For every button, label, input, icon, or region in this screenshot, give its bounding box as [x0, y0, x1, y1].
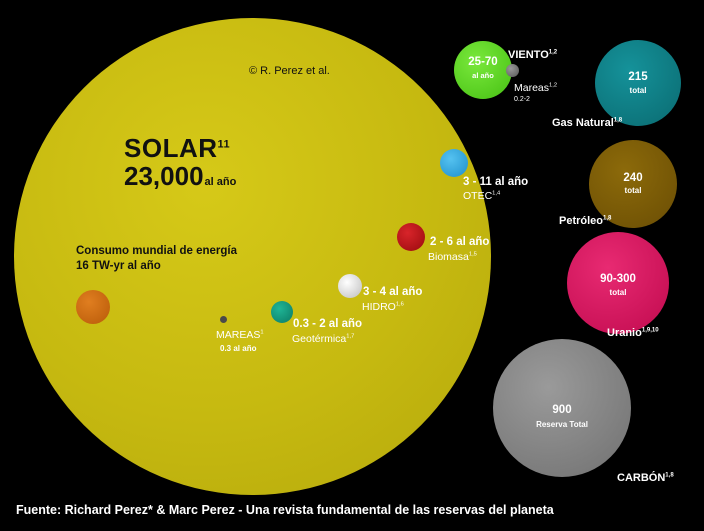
carbon-sup: 1,8 [665, 472, 674, 479]
gas-name: Gas Natural1,8 [552, 117, 622, 129]
solar-title-text: SOLAR [124, 133, 218, 163]
geotermica-sup: 1,7 [346, 333, 355, 340]
otec-range: 3 - 11 al año [463, 176, 529, 188]
petroleo-sup: 1,8 [603, 215, 612, 222]
viento-circle [454, 41, 512, 99]
hidro-name-text: HIDRO [362, 301, 396, 313]
solar-title-sup: 11 [217, 138, 231, 151]
solar-value-number: 23,000 [124, 161, 204, 191]
otec-circle [440, 149, 468, 177]
hidro-range: 3 - 4 al año [363, 286, 423, 298]
uranio-unit: total [609, 288, 627, 297]
viento-name: VIENTO1,2 [508, 49, 557, 61]
biomasa-circle [397, 223, 425, 251]
carbon-unit: Reserva Total [536, 420, 588, 429]
carbon-value: 900 [552, 404, 572, 416]
gas-value: 215 [628, 71, 648, 83]
petroleo-name: Petróleo1,8 [559, 215, 611, 227]
petroleo-value: 240 [623, 172, 643, 184]
uranio-name-text: Uranio [607, 327, 642, 339]
source-caption: Fuente: Richard Perez* & Marc Perez - Un… [16, 503, 554, 517]
petroleo-name-text: Petróleo [559, 215, 604, 227]
uranio-sup: 1,9,10 [641, 327, 659, 334]
mareas-value: 0.3 al año [220, 344, 257, 353]
geotermica-name-text: Geotérmica [292, 333, 347, 345]
mareas-dot [220, 316, 227, 323]
gas-unit: total [629, 86, 647, 95]
viento-unit: al año [472, 71, 494, 80]
uranio-circle [567, 232, 669, 334]
gas-sup: 1,8 [613, 117, 623, 124]
otec-sup: 1,4 [492, 190, 501, 197]
consumo-line1: Consumo mundial de energía [76, 245, 238, 257]
biomasa-range: 2 - 6 al año [430, 236, 490, 248]
biomasa-name-text: Biomasa [428, 251, 469, 263]
uranio-name: Uranio1,9,10 [607, 327, 659, 339]
mareas-small-name-text: Mareas [514, 82, 550, 94]
consumo-circle [76, 290, 110, 324]
solar-circle [14, 18, 491, 495]
geotermica-name: Geotérmica1,7 [292, 333, 354, 345]
hidro-sup: 1,6 [395, 301, 404, 308]
solar-value-unit: al año [204, 176, 237, 188]
gas-circle [595, 40, 681, 126]
carbon-name: CARBÓN1,8 [617, 472, 674, 484]
solar-title: SOLAR11 [124, 133, 230, 164]
hidro-circle [338, 274, 362, 298]
petroleo-unit: total [624, 186, 642, 195]
viento-sup: 1,2 [548, 49, 558, 56]
viento-name-text: VIENTO [508, 49, 549, 61]
mareas-small-sup: 1,2 [549, 82, 558, 89]
geotermica-range: 0.3 - 2 al año [293, 318, 363, 330]
biomasa-name: Biomasa1,5 [428, 251, 477, 263]
carbon-name-text: CARBÓN [617, 472, 666, 484]
otec-name-text: OTEC [463, 190, 493, 202]
mareas-small-value: 0.2-2 [514, 96, 530, 103]
copyright-label: © R. Perez et al. [249, 65, 330, 77]
mareas-name-text: MAREAS [216, 329, 261, 341]
petroleo-circle [589, 140, 677, 228]
solar-value: 23,000al año [124, 161, 236, 192]
carbon-circle [493, 339, 631, 477]
hidro-name: HIDRO1,6 [362, 301, 404, 313]
geotermica-circle [271, 301, 293, 323]
mareas-name: MAREAS1 [216, 329, 264, 341]
gas-name-text: Gas Natural [552, 117, 614, 129]
otec-name: OTEC1,4 [463, 190, 500, 202]
uranio-value: 90-300 [600, 273, 636, 285]
mareas-sup: 1 [260, 329, 264, 336]
mareas-small-name: Mareas1,2 [514, 82, 557, 94]
consumo-line2: 16 TW-yr al año [76, 260, 161, 272]
mareas-small-circle [506, 64, 519, 77]
biomasa-sup: 1,5 [468, 251, 477, 258]
viento-range: 25-70 [468, 56, 498, 68]
